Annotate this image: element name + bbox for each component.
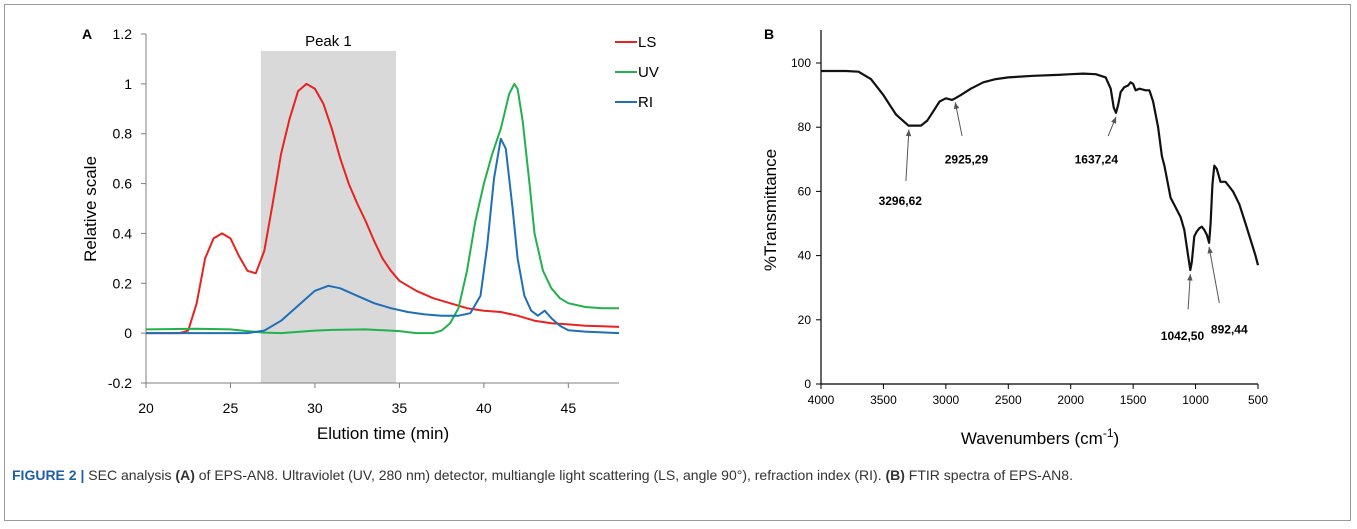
b-spectrum-line bbox=[821, 69, 1260, 272]
b-annotation-arrow bbox=[905, 129, 910, 182]
a-y-tick-label: 0.8 bbox=[113, 126, 133, 142]
a-y-axis-title: Relative scale bbox=[81, 156, 100, 262]
b-x-tick-label: 1000 bbox=[1182, 393, 1209, 407]
a-legend-label-ri: RI bbox=[638, 94, 653, 111]
a-x-axis-title: Elution time (min) bbox=[317, 424, 449, 443]
b-annotation-label: 892,44 bbox=[1211, 322, 1248, 336]
a-y-tick-label: 0 bbox=[124, 325, 132, 341]
a-x-tick-label: 40 bbox=[476, 400, 492, 416]
b-y-tick-label: 100 bbox=[791, 56, 811, 70]
b-annotation-arrowhead bbox=[1111, 116, 1117, 124]
b-annotation-label: 1042,50 bbox=[1161, 329, 1205, 343]
panel-a-chart: A Peak 1 -0.2 0 0.2 0.4 0.6 0.8 1 1.2 20 25 30 35 4… bbox=[81, 26, 659, 443]
b-x-tick-label: 3000 bbox=[933, 393, 960, 407]
caption-panel-a-ref: (A) bbox=[175, 467, 195, 483]
b-x-tick-label: 500 bbox=[1248, 393, 1268, 407]
b-annotation-label: 3296,62 bbox=[879, 194, 923, 208]
b-x-tick-label: 1500 bbox=[1120, 393, 1147, 407]
panel-a-label: A bbox=[82, 26, 92, 42]
b-y-axis-title: %Transmittance bbox=[761, 149, 780, 271]
caption-figure-label: FIGURE 2 | bbox=[12, 467, 85, 483]
figure-panels: A Peak 1 -0.2 0 0.2 0.4 0.6 0.8 1 1.2 20 25 30 35 4… bbox=[81, 26, 1268, 448]
a-x-tick-label: 35 bbox=[392, 400, 408, 416]
b-annotation-arrowhead bbox=[1187, 274, 1193, 281]
b-annotation-label: 2925,29 bbox=[945, 152, 989, 166]
a-series-line-ls bbox=[146, 82, 620, 335]
b-x-tick-label: 3500 bbox=[870, 393, 897, 407]
a-legend: LS UV RI bbox=[615, 34, 659, 111]
caption-text-2: of EPS-AN8. Ultraviolet (UV, 280 nm) det… bbox=[194, 467, 886, 483]
b-y-tick-label: 20 bbox=[798, 313, 812, 327]
b-annotation-arrow bbox=[1208, 246, 1220, 304]
a-x-tick-label: 25 bbox=[223, 400, 239, 416]
a-legend-label-uv: UV bbox=[638, 64, 659, 81]
a-y-tick-label: 0.4 bbox=[113, 225, 133, 241]
a-x-tick-label: 45 bbox=[561, 400, 577, 416]
a-x-tick-label: 20 bbox=[138, 400, 154, 416]
b-x-tick-label: 2000 bbox=[1057, 393, 1084, 407]
peak-1-label: Peak 1 bbox=[305, 33, 352, 50]
a-series-line-uv bbox=[145, 82, 619, 335]
figure-frame bbox=[4, 4, 1351, 521]
b-x-tick-label: 2500 bbox=[995, 393, 1022, 407]
b-y-tick-label: 40 bbox=[798, 249, 812, 263]
panel-b-chart: B 0 20 40 60 80 100 4000 3500 3000 2500 2000 1500 1… bbox=[761, 26, 1268, 448]
b-x-tick-label: 4000 bbox=[808, 393, 835, 407]
b-y-tick-label: 60 bbox=[798, 184, 812, 198]
figure-caption: FIGURE 2 | SEC analysis (A) of EPS-AN8. … bbox=[12, 466, 1342, 485]
caption-text-1: SEC analysis bbox=[84, 467, 176, 483]
caption-text-3: FTIR spectra of EPS-AN8. bbox=[904, 467, 1073, 483]
b-annotation-label: 1637,24 bbox=[1075, 152, 1119, 166]
a-y-tick-label: 0.6 bbox=[113, 176, 133, 192]
a-y-tick-label: 1 bbox=[124, 76, 132, 92]
caption-panel-b-ref: (B) bbox=[885, 467, 905, 483]
a-y-tick-label: -0.2 bbox=[108, 375, 132, 391]
panel-b-label: B bbox=[764, 26, 774, 42]
a-x-tick-label: 30 bbox=[307, 400, 323, 416]
b-y-tick-label: 80 bbox=[798, 120, 812, 134]
b-x-axis-title: Wavenumbers (cm-1) bbox=[961, 426, 1119, 448]
a-y-tick-label: 0.2 bbox=[113, 275, 133, 291]
b-annotation-arrowhead bbox=[953, 102, 960, 110]
a-y-tick-label: 1.2 bbox=[113, 26, 133, 42]
peak-1-shaded-region bbox=[260, 51, 397, 383]
a-series-line-ri bbox=[146, 137, 620, 335]
a-legend-label-ls: LS bbox=[638, 34, 656, 51]
b-annotation-arrowhead bbox=[1207, 246, 1213, 254]
b-y-tick-label: 0 bbox=[804, 377, 811, 391]
b-annotation-arrowhead bbox=[905, 129, 912, 137]
